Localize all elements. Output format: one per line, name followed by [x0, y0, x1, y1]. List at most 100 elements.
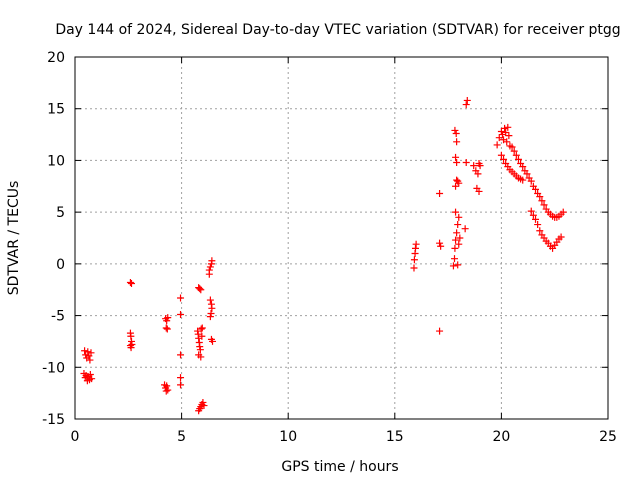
data-point	[84, 348, 92, 356]
data-point	[505, 132, 513, 140]
y-axis-label: SDTVAR / TECUs	[6, 181, 22, 296]
data-point	[493, 141, 501, 149]
data-point	[162, 324, 170, 332]
y-tick-label: -10	[42, 360, 65, 376]
x-tick-label: 10	[279, 429, 297, 445]
x-tick-label: 20	[492, 429, 510, 445]
data-point	[410, 264, 418, 272]
data-point	[411, 244, 419, 252]
data-point	[162, 387, 170, 395]
data-points	[80, 96, 567, 415]
data-point	[198, 324, 206, 332]
data-point	[532, 215, 540, 223]
data-point	[497, 127, 505, 135]
data-point	[463, 96, 471, 104]
y-tick-label: 10	[47, 153, 65, 169]
data-point	[196, 285, 204, 293]
data-point	[437, 242, 445, 250]
data-point	[536, 227, 544, 235]
data-point	[164, 386, 172, 394]
y-tick-label: 20	[47, 50, 65, 66]
data-point	[534, 221, 542, 229]
data-point	[503, 138, 511, 146]
data-point	[502, 129, 510, 137]
data-point	[455, 179, 463, 187]
y-tick-label: 5	[56, 205, 65, 221]
data-point	[206, 313, 214, 321]
data-point	[177, 374, 185, 382]
data-point	[538, 197, 546, 205]
data-point	[536, 193, 544, 201]
data-point	[436, 190, 444, 198]
chart-title: Day 144 of 2024, Sidereal Day-to-day VTE…	[55, 22, 620, 38]
data-point	[450, 255, 458, 263]
data-point	[200, 402, 208, 410]
data-point	[128, 341, 136, 349]
data-point	[501, 124, 509, 132]
data-point	[495, 134, 503, 142]
data-point	[451, 244, 459, 252]
plot-frame	[74, 56, 609, 420]
data-point	[514, 155, 522, 163]
data-point	[453, 158, 461, 166]
data-point	[205, 270, 213, 278]
data-point	[436, 239, 444, 247]
data-point	[177, 381, 185, 389]
data-point	[453, 138, 461, 146]
data-point	[177, 294, 185, 302]
data-point	[206, 296, 214, 304]
data-point	[208, 304, 216, 312]
data-point	[81, 347, 89, 355]
data-point	[508, 143, 516, 151]
x-axis-label: GPS time / hours	[281, 459, 398, 475]
data-point	[127, 344, 135, 352]
y-tick-label: -15	[42, 412, 65, 428]
data-point	[532, 185, 540, 193]
data-point	[475, 187, 483, 195]
data-point	[452, 208, 460, 216]
data-point	[194, 327, 202, 335]
data-point	[209, 337, 217, 345]
data-point	[449, 262, 457, 270]
x-tick-label: 0	[71, 429, 80, 445]
y-tick-label: 15	[47, 102, 65, 118]
data-point	[529, 211, 537, 219]
data-point	[452, 236, 460, 244]
data-point	[559, 208, 567, 216]
y-tick-label: -5	[51, 309, 65, 325]
data-point	[455, 240, 463, 248]
data-point	[196, 346, 204, 354]
data-point	[540, 201, 548, 209]
data-point	[462, 101, 470, 109]
data-point	[470, 162, 478, 170]
data-point	[208, 257, 216, 265]
data-point	[198, 332, 206, 340]
data-point	[497, 151, 505, 159]
data-point	[454, 261, 462, 269]
data-point	[512, 151, 520, 159]
data-point	[197, 325, 205, 333]
data-point	[476, 162, 484, 170]
data-point	[163, 317, 171, 325]
data-point	[519, 176, 527, 184]
data-point	[462, 158, 470, 166]
data-point	[86, 356, 94, 364]
data-point	[523, 170, 531, 178]
data-point	[557, 233, 565, 241]
x-tick-label: 25	[599, 429, 617, 445]
data-point	[412, 240, 420, 248]
data-point	[86, 371, 94, 379]
data-point	[199, 398, 207, 406]
data-point	[454, 221, 462, 229]
data-point	[451, 126, 459, 134]
x-tick-label: 5	[177, 429, 186, 445]
y-tick-label: 0	[56, 257, 65, 273]
data-point	[527, 177, 535, 185]
data-point	[196, 343, 204, 351]
data-point	[88, 375, 96, 383]
data-point	[206, 263, 214, 271]
data-point	[461, 225, 469, 233]
data-point	[87, 349, 95, 357]
data-point	[504, 123, 512, 131]
